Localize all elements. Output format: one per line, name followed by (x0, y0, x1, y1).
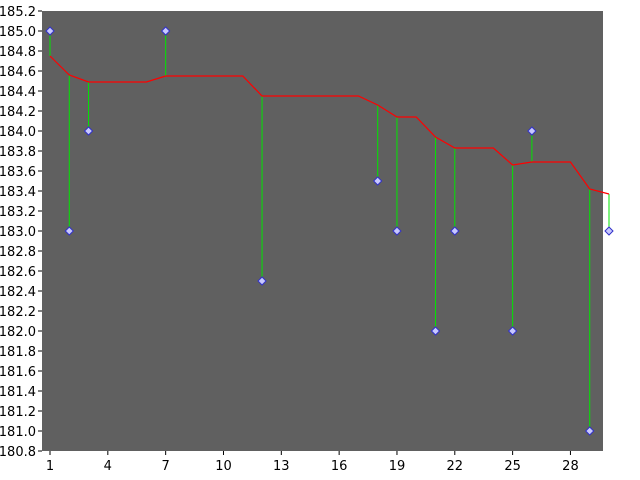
y-tick-label: 182.4 (0, 285, 36, 300)
y-tick-label: 184.0 (0, 125, 36, 140)
x-axis: 1 4 7 10 13 16 19 22 25 28 (46, 451, 579, 474)
y-tick-label: 181.8 (0, 345, 36, 360)
data-point (64, 226, 74, 236)
data-point (527, 126, 537, 136)
data-point (257, 276, 267, 286)
data-point (604, 226, 614, 236)
y-tick-label: 182.8 (0, 245, 36, 260)
data-point (450, 226, 460, 236)
y-tick-label: 182.6 (0, 265, 36, 280)
x-tick-label: 13 (273, 459, 290, 474)
y-axis: 180.8 181.0 181.2 181.4 181.6 181.8 182.0 182.2… (0, 5, 42, 460)
data-point (372, 176, 383, 186)
data-point (160, 26, 171, 36)
y-tick-label: 185.2 (0, 5, 36, 20)
x-tick-label: 4 (104, 459, 112, 474)
x-tick-label: 22 (447, 459, 464, 474)
data-point (585, 426, 595, 436)
y-tick-label: 184.4 (0, 85, 36, 100)
plot-area (42, 11, 603, 451)
y-tick-label: 181.2 (0, 405, 36, 420)
residual-lines (49, 31, 610, 431)
data-points (45, 26, 614, 436)
y-tick-label: 183.8 (0, 145, 36, 160)
y-tick-label: 183.6 (0, 165, 36, 180)
data-point (507, 326, 518, 336)
y-tick-label: 183.0 (0, 225, 36, 240)
x-tick-label: 16 (331, 459, 348, 474)
data-point (430, 326, 441, 336)
x-tick-label: 28 (562, 459, 579, 474)
y-tick-label: 181.0 (0, 425, 36, 440)
y-tick-label: 180.8 (0, 445, 36, 460)
data-point (45, 26, 55, 36)
y-tick-label: 184.2 (0, 105, 36, 120)
y-tick-label: 181.6 (0, 365, 36, 380)
x-tick-label: 10 (215, 459, 232, 474)
y-tick-label: 184.8 (0, 45, 36, 60)
y-tick-label: 183.4 (0, 185, 36, 200)
x-tick-label: 1 (46, 459, 54, 474)
data-point (392, 226, 402, 236)
x-tick-label: 25 (504, 459, 521, 474)
x-tick-label: 7 (162, 459, 170, 474)
x-tick-label: 19 (389, 459, 406, 474)
y-tick-label: 184.6 (0, 65, 36, 80)
y-tick-label: 181.4 (0, 385, 36, 400)
y-tick-label: 185.0 (0, 25, 36, 40)
data-point (83, 126, 94, 136)
y-tick-label: 183.2 (0, 205, 36, 220)
y-tick-label: 182.0 (0, 325, 36, 340)
y-tick-label: 182.2 (0, 305, 36, 320)
fitted-line (49, 55, 610, 195)
fitted-line-group (49, 55, 610, 195)
